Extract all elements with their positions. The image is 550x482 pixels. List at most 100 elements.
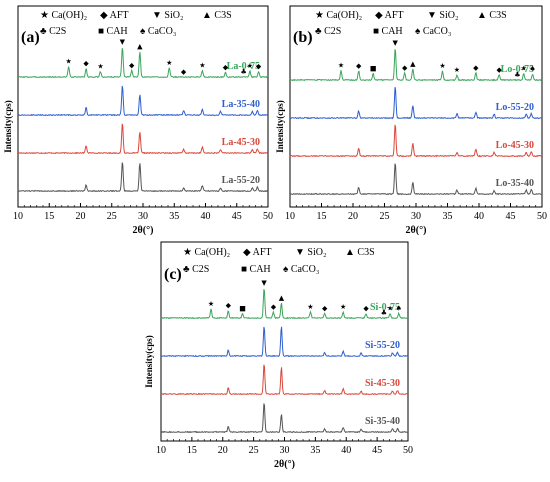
legend-item: ■ CAH	[373, 26, 403, 37]
x-tick-label: 20	[76, 211, 86, 222]
series-line	[17, 85, 269, 117]
series-label: Lo-0-75	[501, 64, 534, 75]
peak-marker: ◆	[356, 62, 362, 70]
x-tick-label: 40	[474, 211, 484, 222]
panel-c: 10 15 20 25 30 35 40 45 50 2θ(°) Intensity(cps) (c)…	[144, 241, 413, 470]
series-label: La-55-20	[222, 175, 260, 186]
legend: ★ Ca(OH)₂ ◆ AFT ▼ SiO₂ ▲ C3S ♣ C2S ■ CAH ♠ CaC…	[40, 10, 232, 37]
peak-marker: ♠	[396, 305, 402, 313]
peak-marker: ◆	[181, 68, 187, 76]
legend-item: ▲ C3S	[477, 10, 507, 21]
series-label: Lo-55-20	[496, 102, 534, 113]
series-line	[290, 87, 543, 120]
x-tick-label: 50	[263, 211, 273, 222]
legend-item: ♣ C2S	[40, 26, 66, 37]
legend-item: ■ CAH	[98, 26, 128, 37]
peak-marker: ◆	[256, 63, 262, 71]
peak-marker: ◆	[402, 64, 408, 72]
panel-a: 10 15 20 25 30 35 40 45 50 2θ(°) Intensity(cps) (a)…	[3, 5, 273, 236]
x-tick-label: 30	[411, 211, 421, 222]
legend-item: ■ CAH	[241, 264, 271, 275]
peak-marker: ◆	[473, 64, 479, 72]
peak-marker: ◆	[226, 302, 232, 310]
x-tick-label: 40	[201, 211, 211, 222]
peak-marker: ■	[370, 65, 377, 73]
peak-marker: ▼	[261, 279, 267, 287]
x-tick-label: 25	[380, 211, 390, 222]
x-tick-label: 20	[218, 445, 228, 456]
series-label: Si-35-40	[365, 416, 400, 427]
legend: ★ Ca(OH)₂ ◆ AFT ▼ SiO₂ ▲ C3S ♣ C2S ■ CAH ♠ CaC…	[315, 10, 507, 37]
peak-marker: ★	[65, 58, 71, 66]
series-label: La-0-75	[227, 61, 260, 72]
legend-item: ▲ C3S	[345, 247, 375, 258]
panel-label: (a)	[21, 29, 40, 46]
peak-marker: ◆	[496, 66, 502, 74]
legend-item: ◆ AFT	[100, 10, 129, 21]
series-label: Si-45-30	[365, 378, 400, 389]
x-tick-label: 15	[317, 211, 327, 222]
y-axis-label: Intensity(cps)	[144, 335, 154, 388]
x-tick-label: 30	[280, 445, 290, 456]
series-label: La-45-30	[222, 137, 260, 148]
panel-label: (c)	[164, 266, 182, 283]
x-tick-label: 45	[506, 211, 516, 222]
panel-label: (b)	[293, 29, 313, 46]
x-axis-label: 2θ(°)	[274, 459, 295, 470]
x-axis-label: 2θ(°)	[406, 225, 427, 236]
peak-marker: ◆	[223, 64, 229, 72]
legend-item: ♠ CaCO₃	[140, 26, 176, 37]
peak-marker: ◆	[363, 305, 369, 313]
peak-marker: ♣	[514, 71, 520, 79]
x-tick-label: 20	[348, 211, 358, 222]
series-line	[289, 163, 542, 196]
peak-marker: ♠	[529, 65, 535, 73]
legend-item: ▼ SiO₂	[152, 10, 183, 21]
series-line	[17, 123, 269, 155]
peak-marker: ▼	[393, 39, 399, 47]
x-tick-label: 15	[187, 445, 197, 456]
peak-marker: ★	[387, 305, 393, 313]
peak-marker: ■	[239, 305, 246, 313]
series-label: Si-0-75	[370, 302, 400, 313]
peak-marker: ★	[199, 61, 205, 69]
peak-marker: ♣	[240, 68, 246, 76]
peak-marker: ★	[208, 300, 214, 308]
legend-item: ♣ C2S	[183, 264, 209, 275]
panel-b: 10 15 20 25 30 35 40 45 50 2θ(°) Intensity(cps) (b)…	[275, 5, 547, 236]
peak-marker: ◆	[129, 61, 135, 69]
legend-item: ▲ C3S	[202, 10, 232, 21]
series-line	[17, 162, 269, 193]
peak-marker: ★	[338, 61, 344, 69]
legend-item: ♣ C2S	[315, 26, 341, 37]
series-line	[289, 124, 543, 158]
x-tick-label: 15	[44, 211, 54, 222]
peak-marker: ★	[340, 303, 346, 311]
x-tick-label: 45	[372, 445, 382, 456]
x-tick-label: 10	[156, 445, 166, 456]
legend: ★ Ca(OH)₂ ◆ AFT ▼ SiO₂ ▲ C3S ♣ C2S ■ CAH ♠ CaC…	[183, 247, 375, 275]
legend-item: ♠ CaCO₃	[415, 26, 451, 37]
x-tick-label: 45	[232, 211, 242, 222]
x-tick-label: 50	[403, 445, 413, 456]
x-tick-label: 30	[138, 211, 148, 222]
series-label: Lo-45-30	[496, 140, 534, 151]
peak-marker: ★	[454, 66, 460, 74]
y-axis-label: Intensity(cps)	[275, 100, 285, 153]
series-label: La-35-40	[222, 99, 260, 110]
series-line	[161, 326, 409, 358]
x-tick-label: 10	[285, 211, 295, 222]
peak-marker: ★	[439, 62, 445, 70]
legend-item: ▼ SiO₂	[295, 247, 326, 258]
peak-marker: ◆	[322, 305, 328, 313]
x-tick-label: 10	[13, 211, 23, 222]
legend-item: ▼ SiO₂	[427, 10, 458, 21]
peak-marker: ▲	[137, 43, 143, 51]
peak-marker: ▼	[120, 38, 126, 46]
legend-item: ◆ AFT	[375, 10, 404, 21]
series-line	[160, 403, 409, 434]
x-tick-label: 25	[107, 211, 117, 222]
x-tick-label: 40	[341, 445, 351, 456]
peak-marker: ★	[247, 62, 253, 70]
y-axis-label: Intensity(cps)	[3, 100, 13, 153]
